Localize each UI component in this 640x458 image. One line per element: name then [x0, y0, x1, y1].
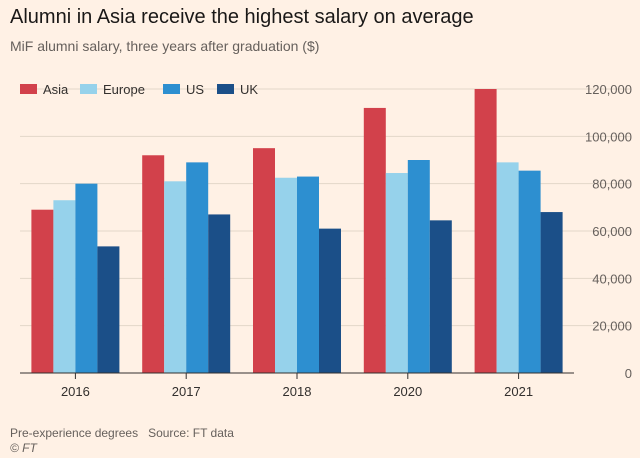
x-tick-label: 2021	[504, 384, 533, 399]
bar-europe-2016	[53, 200, 76, 373]
chart-subtitle: MiF alumni salary, three years after gra…	[10, 38, 320, 54]
legend-label-europe: Europe	[103, 82, 145, 97]
bar-uk-2017	[208, 214, 231, 373]
bar-uk-2020	[429, 220, 452, 373]
bar-us-2021	[518, 170, 541, 373]
bar-uk-2021	[540, 212, 563, 373]
y-tick-label: 20,000	[592, 319, 632, 334]
bar-asia-2018	[253, 148, 275, 373]
y-tick-label: 40,000	[592, 271, 632, 286]
bar-europe-2021	[496, 162, 519, 373]
bar-us-2016	[75, 183, 98, 373]
bar-europe-2017	[164, 181, 187, 373]
legend-swatch-us	[163, 84, 180, 94]
bar-us-2020	[407, 160, 430, 373]
legend-swatch-europe	[80, 84, 97, 94]
bar-asia-2021	[474, 89, 497, 373]
bar-asia-2016	[31, 209, 54, 373]
bar-uk-2016	[97, 246, 120, 373]
legend-label-uk: UK	[240, 82, 258, 97]
y-tick-label: 60,000	[592, 224, 632, 239]
bar-europe-2020	[385, 173, 408, 373]
bar-us-2018	[297, 176, 319, 373]
x-tick-label: 2017	[172, 384, 201, 399]
legend-label-asia: Asia	[43, 82, 69, 97]
bar-uk-2018	[319, 228, 341, 373]
bar-chart: 0 20,000 40,000 60,000 80,000 100,000 120,000 2…	[20, 82, 632, 399]
x-tick-label: 2016	[61, 384, 90, 399]
legend-label-us: US	[186, 82, 204, 97]
bar-us-2017	[186, 162, 209, 373]
footnote-note: Pre-experience degrees	[10, 426, 139, 440]
bar-asia-2017	[142, 155, 165, 373]
x-tick-label: 2018	[283, 384, 312, 399]
chart-footnote: Pre-experience degrees Source: FT data	[10, 426, 234, 440]
legend-swatch-asia	[20, 84, 37, 94]
y-tick-label: 0	[625, 366, 632, 381]
chart-title: Alumni in Asia receive the highest salar…	[10, 6, 474, 28]
bar-asia-2020	[363, 107, 386, 373]
bar-europe-2018	[275, 177, 297, 373]
y-tick-label: 100,000	[585, 129, 632, 144]
footnote-source: Source: FT data	[148, 426, 234, 440]
y-tick-label: 80,000	[592, 177, 632, 192]
legend-swatch-uk	[217, 84, 234, 94]
ft-credit: © FT	[10, 441, 37, 455]
y-tick-label: 120,000	[585, 82, 632, 97]
x-tick-label: 2020	[393, 384, 422, 399]
